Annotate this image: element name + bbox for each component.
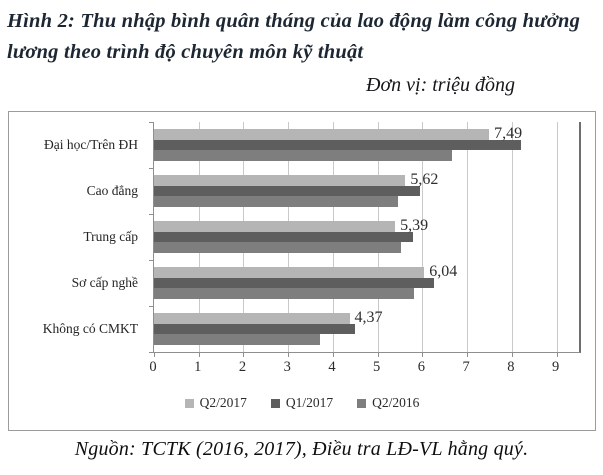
category-label: Cao đẳng — [86, 183, 138, 198]
bar-q2-2017 — [154, 221, 396, 232]
gridline — [556, 122, 558, 352]
y-tick-mark — [149, 122, 154, 123]
x-tick-mark — [154, 352, 155, 357]
x-tick-mark — [243, 352, 245, 357]
data-label: 5,39 — [400, 217, 429, 234]
x-tick-mark — [422, 352, 424, 357]
data-label: 5,62 — [410, 171, 439, 188]
category-label: Đại học/Trên ĐH — [44, 137, 138, 152]
bar-q1-2017 — [154, 277, 435, 288]
legend-label: Q2/2017 — [199, 395, 247, 410]
source-note: Nguồn: TCTK (2016, 2017), Điều tra LĐ-VL… — [74, 438, 529, 460]
x-tick-label: 0 — [149, 359, 157, 375]
legend-swatch-icon — [270, 398, 280, 408]
x-tick-label: 9 — [552, 359, 560, 375]
x-tick-label: 2 — [238, 359, 247, 375]
x-tick-label: 6 — [417, 359, 426, 375]
bar-q2-2016 — [154, 242, 401, 253]
y-tick-mark — [149, 214, 154, 215]
category-label: Không có CMKT — [42, 321, 138, 336]
legend-item: Q2/2016 — [357, 395, 419, 411]
bar-q2-2017 — [154, 267, 425, 278]
bar-q1-2017 — [154, 231, 414, 242]
category-label: Sơ cấp nghề — [71, 275, 138, 290]
legend-item: Q2/2017 — [184, 395, 247, 411]
x-tick-label: 1 — [194, 359, 202, 375]
figure-title: Hình 2: Thu nhập bình quân tháng của lao… — [7, 10, 581, 63]
bar-q2-2016 — [154, 196, 398, 207]
chart-panel: Đại học/Trên ĐH Cao đẳng Trung cấp Sơ cấp n… — [8, 111, 596, 431]
legend-swatch-icon — [357, 398, 367, 408]
legend-swatch-icon — [184, 398, 194, 408]
gridline — [511, 122, 513, 352]
legend-item: Q1/2017 — [270, 395, 334, 411]
bar-q2-2017 — [154, 129, 490, 140]
y-tick-mark — [149, 352, 154, 353]
bar-q2-2017 — [154, 313, 350, 324]
bar-q2-2016 — [154, 150, 452, 161]
x-tick-label: 5 — [373, 359, 381, 375]
unit-label: Đơn vị: triệu đồng — [366, 74, 515, 96]
x-tick-label: 7 — [462, 359, 470, 375]
data-label: 7,49 — [494, 125, 523, 142]
y-tick-mark — [149, 168, 154, 169]
y-tick-mark — [149, 260, 154, 261]
x-tick-mark — [467, 352, 469, 357]
bar-q2-2017 — [154, 175, 406, 186]
x-tick-mark — [556, 352, 558, 357]
gridline — [422, 122, 424, 352]
bar-q1-2017 — [154, 139, 522, 150]
category-label: Trung cấp — [83, 229, 138, 244]
x-tick-mark — [198, 352, 200, 357]
bar-q2-2016 — [154, 334, 320, 345]
x-tick-mark — [288, 352, 290, 357]
legend-label: Q1/2017 — [285, 395, 334, 410]
legend-label: Q2/2016 — [372, 395, 420, 410]
chart-legend: Q2/2017 Q1/2017 Q2/2016 — [9, 395, 595, 411]
plot-area: 7,49 5,62 5,39 6,04 4,37 — [149, 122, 581, 357]
bar-q2-2016 — [154, 288, 415, 299]
bar-q1-2017 — [154, 185, 421, 196]
category-axis-labels: Đại học/Trên ĐH Cao đẳng Trung cấp Sơ cấp n… — [11, 122, 145, 352]
y-tick-mark — [149, 306, 154, 307]
gridline — [467, 122, 469, 352]
x-tick-label: 4 — [328, 359, 336, 375]
x-tick-mark — [377, 352, 379, 357]
x-tick-mark — [332, 352, 334, 357]
x-tick-label: 8 — [507, 359, 515, 375]
data-label: 6,04 — [429, 263, 458, 280]
x-tick-mark — [511, 352, 513, 357]
bar-q1-2017 — [154, 323, 356, 334]
data-label: 4,37 — [354, 309, 383, 326]
x-tick-label: 3 — [283, 359, 291, 375]
